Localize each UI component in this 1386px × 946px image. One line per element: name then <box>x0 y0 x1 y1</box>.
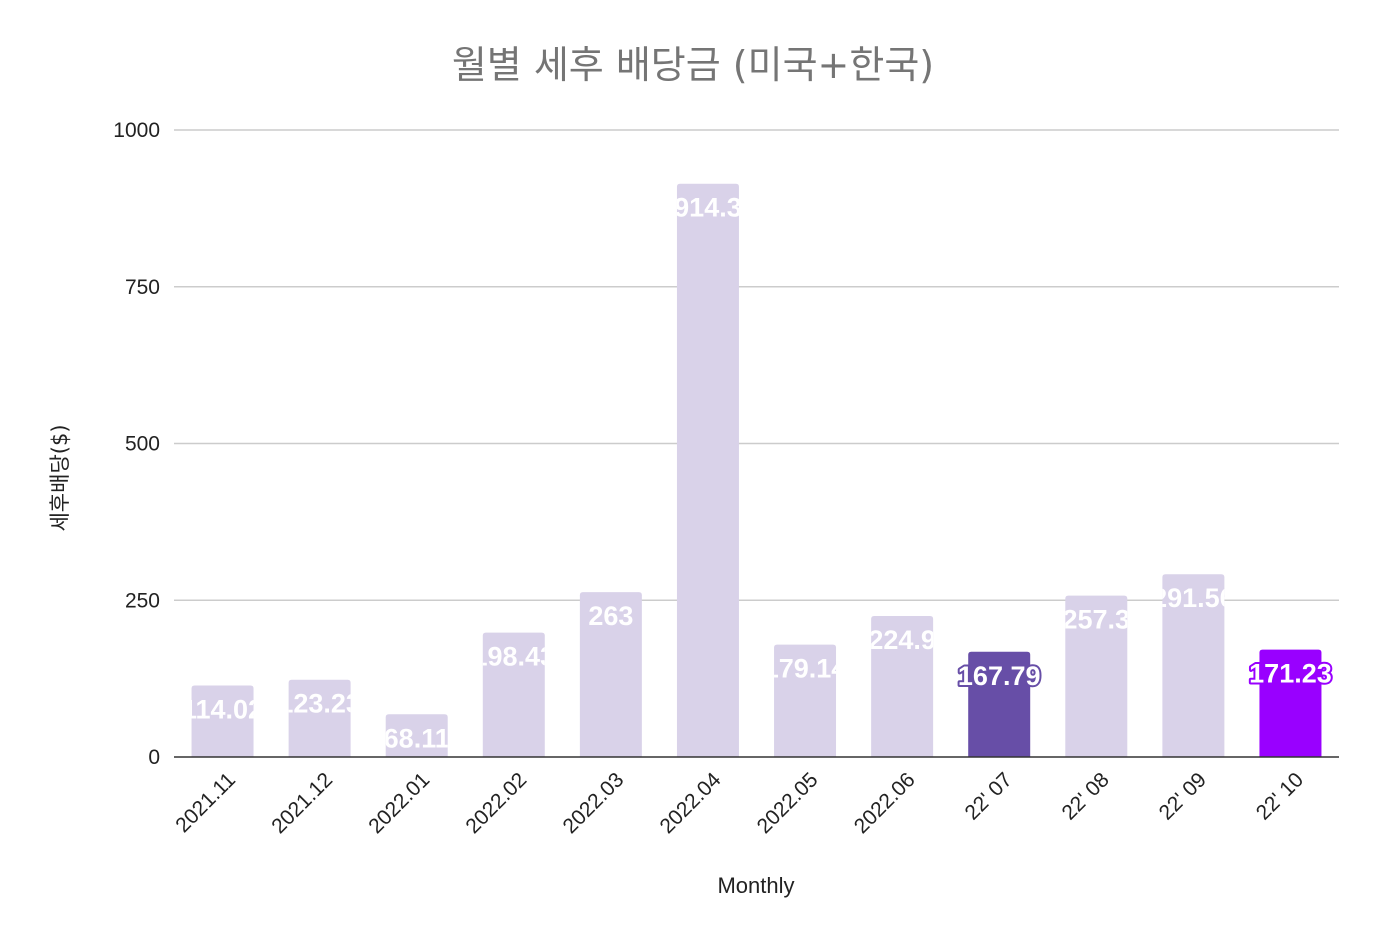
x-tick-label: 2022.05 <box>753 768 823 838</box>
bar-data-label: 114.02 <box>182 695 263 725</box>
bar <box>191 685 254 757</box>
y-tick-label: 250 <box>125 589 160 612</box>
bars <box>191 183 1322 758</box>
bar-data-label: 68.11 <box>384 723 450 753</box>
bar <box>1065 595 1128 757</box>
x-tick-label: 2022.01 <box>364 768 434 838</box>
bar-label-clip: 224.9 <box>868 625 936 655</box>
x-tick-label: 2022.02 <box>461 768 531 838</box>
bar-data-label: 167.79 <box>958 661 1041 691</box>
bar-label-clip: 68.11 <box>384 723 450 753</box>
bar-label-clip: 914.3 <box>674 193 742 223</box>
bar-data-label: 263 <box>588 601 633 631</box>
x-tick-label: 22' 09 <box>1155 768 1211 824</box>
bar <box>385 714 448 757</box>
bar-label-clip: 263 <box>588 601 633 631</box>
bar-data-label: 179.14 <box>764 654 847 684</box>
bar-label-clip: 257.3 <box>1063 605 1131 635</box>
bar <box>288 679 351 757</box>
x-tick-label: 2022.04 <box>656 768 726 838</box>
chart-title: 월별 세후 배당금 (미국+한국) <box>452 43 934 87</box>
y-tick-label: 0 <box>148 746 160 769</box>
bar <box>871 615 934 757</box>
bar-data-label: 257.3 <box>1063 605 1131 635</box>
bar-label-clip: 198.43 <box>472 642 555 672</box>
y-axis-title: 세후배당($) <box>48 424 72 531</box>
x-axis-ticks: 2021.11 2021.12 2022.01 2022.02 2022.03 2022.… <box>171 768 1308 838</box>
x-tick-label: 2022.03 <box>558 768 628 838</box>
bar-label-clip: 179.14 <box>764 654 847 684</box>
bar-data-label: 291.56 <box>1152 583 1235 613</box>
gridlines <box>174 129 1339 601</box>
bar-data-label: 171.23 <box>1249 659 1332 689</box>
data-labels: 114.02 123.23 68.11 198.43 263 914.3 179.14 224… <box>182 193 1334 754</box>
bar <box>579 592 642 757</box>
bar <box>676 183 739 758</box>
x-tick-label: 22' 08 <box>1058 768 1114 824</box>
bar <box>968 651 1031 757</box>
bar-data-label: 224.9 <box>868 625 936 655</box>
bar-label-clip: 123.23 <box>278 689 361 719</box>
x-tick-label: 22' 07 <box>960 768 1016 824</box>
bar <box>1162 574 1225 757</box>
bar-data-label: 123.23 <box>278 689 361 719</box>
y-tick-label: 1000 <box>113 119 160 142</box>
bar-data-label: 198.43 <box>472 642 555 672</box>
y-tick-label: 750 <box>125 276 160 299</box>
bar <box>1259 649 1322 757</box>
bar-label-clip: 291.56 <box>1152 583 1235 613</box>
bar <box>774 644 837 757</box>
bar-label-clip: 114.02 <box>182 695 263 725</box>
x-tick-label: 2022.06 <box>850 768 920 838</box>
y-axis-ticks: 0 250 500 750 1000 <box>113 119 160 769</box>
x-axis-title: Monthly <box>717 873 794 898</box>
bar-data-label: 914.3 <box>674 193 742 223</box>
y-tick-label: 500 <box>125 433 160 456</box>
bar <box>482 632 545 757</box>
x-tick-label: 22' 10 <box>1252 768 1308 824</box>
x-tick-label: 2021.12 <box>267 768 337 838</box>
x-tick-label: 2021.11 <box>171 768 240 837</box>
